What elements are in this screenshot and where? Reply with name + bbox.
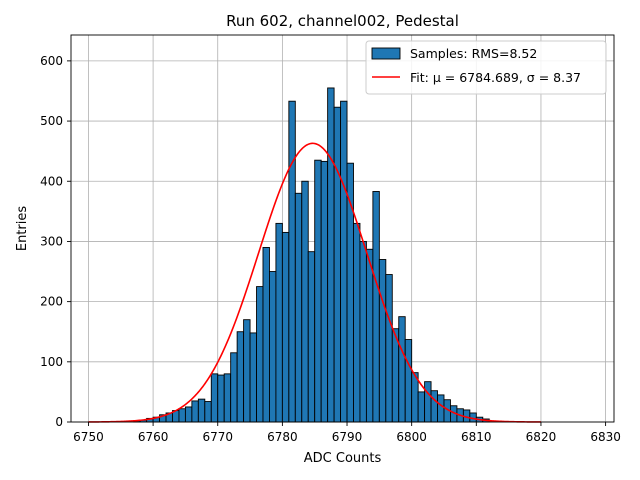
y-tick-label: 500 <box>40 114 63 128</box>
histogram-bar <box>294 192 303 423</box>
histogram-bar <box>417 391 426 423</box>
x-tick-label: 6780 <box>267 430 298 444</box>
histogram-bar <box>184 406 193 423</box>
histogram-bar <box>327 87 335 423</box>
histogram-bar <box>340 100 348 423</box>
y-tick-label: 600 <box>40 54 63 68</box>
histogram-bar <box>243 319 251 423</box>
histogram-bar <box>398 316 406 423</box>
histogram-bar <box>275 222 283 423</box>
histogram-bar <box>236 331 245 423</box>
histogram-bar <box>256 286 264 423</box>
histogram-bar <box>314 159 322 423</box>
histogram-bar <box>191 400 199 423</box>
histogram-bar <box>249 332 257 423</box>
legend-label-samples: Samples: RMS=8.52 <box>410 46 537 61</box>
histogram-bar <box>320 160 329 423</box>
histogram-bars <box>133 87 490 423</box>
y-tick-label: 400 <box>40 174 63 188</box>
histogram-bar <box>307 251 316 423</box>
histogram-bar <box>359 240 367 423</box>
x-tick-label: 6770 <box>202 430 233 444</box>
histogram-bar <box>262 247 270 423</box>
histogram-bar <box>178 408 186 423</box>
x-axis-label: ADC Counts <box>304 451 382 466</box>
histogram-bar <box>230 352 238 423</box>
histogram-bar <box>378 259 387 423</box>
y-axis-label: Entries <box>15 206 30 252</box>
histogram-bar <box>333 106 342 423</box>
legend: Samples: RMS=8.52 Fit: μ = 6784.689, σ =… <box>365 40 607 95</box>
histogram-bar <box>385 274 393 423</box>
y-tick-label: 100 <box>40 355 63 369</box>
histogram-bar <box>430 390 438 423</box>
histogram-bar <box>372 191 380 423</box>
histogram-bar <box>288 100 296 423</box>
x-tick-label: 6750 <box>73 430 104 444</box>
histogram-bar <box>269 271 277 423</box>
histogram-bar <box>437 394 445 423</box>
legend-box <box>365 40 607 95</box>
histogram-bar <box>281 231 290 423</box>
legend-label-fit: Fit: μ = 6784.689, σ = 8.37 <box>410 70 581 85</box>
y-tick-label: 200 <box>40 295 63 309</box>
y-tick-label: 300 <box>40 234 63 248</box>
x-tick-label: 6820 <box>526 430 557 444</box>
x-tick-label: 6760 <box>138 430 169 444</box>
histogram-bar <box>210 373 219 423</box>
histogram-bar <box>197 398 206 423</box>
histogram-bar <box>223 373 232 423</box>
x-tick-label: 6790 <box>332 430 363 444</box>
y-tick-label: 0 <box>55 415 63 429</box>
histogram-bar <box>404 339 413 423</box>
x-tick-label: 6830 <box>590 430 621 444</box>
histogram-bar <box>424 381 432 423</box>
histogram-bar <box>353 222 361 423</box>
x-tick-label: 6800 <box>396 430 427 444</box>
legend-swatch-samples <box>371 47 401 60</box>
x-tick-label: 6810 <box>461 430 492 444</box>
axis-ticks: 6750 6760 6770 6780 6790 6800 6810 6820 6830 0 100… <box>40 54 621 444</box>
histogram-bar <box>301 180 309 423</box>
chart-title: Run 602, channel002, Pedestal <box>226 12 459 30</box>
histogram-bar <box>204 401 212 423</box>
histogram-bar <box>365 248 374 423</box>
histogram-bar <box>217 374 225 423</box>
axes-frame <box>70 34 615 423</box>
fit-curve <box>88 142 541 423</box>
